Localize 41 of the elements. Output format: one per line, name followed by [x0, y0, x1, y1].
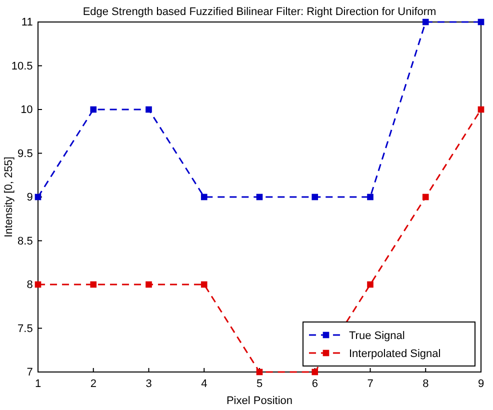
x-tick-label: 9 [478, 378, 484, 390]
x-tick-label: 2 [90, 378, 96, 390]
y-tick-label: 8 [26, 279, 33, 292]
y-axis-title: Intensity [0, 255] [3, 156, 15, 238]
y-tick-label: 10.5 [11, 60, 33, 72]
point [146, 281, 152, 288]
y-tick-label: 10 [20, 104, 33, 116]
point [200, 281, 208, 288]
point [146, 106, 152, 113]
x-tick-label: 8 [422, 378, 429, 390]
point [312, 368, 318, 376]
x-tick-label: 7 [367, 378, 374, 390]
point [200, 194, 208, 200]
legend-label: True Signal [349, 330, 405, 342]
point [34, 281, 42, 288]
point [367, 281, 374, 288]
point [90, 106, 97, 113]
x-tick-label: 6 [312, 378, 318, 390]
legend-label: Interpolated Signal [349, 348, 441, 360]
y-tick-label: 11 [21, 16, 33, 29]
y-tick-label: 9 [26, 192, 33, 204]
x-axis-title: Pixel Position [226, 395, 293, 407]
x-tick-label: 1 [34, 378, 42, 390]
y-tick-label: 9.5 [18, 148, 33, 160]
point [256, 368, 263, 376]
point [367, 194, 374, 200]
y-tick-label: 7.5 [18, 322, 33, 335]
x-tick-label: 5 [256, 378, 263, 390]
point [34, 194, 42, 200]
point [256, 194, 263, 200]
point [90, 281, 97, 288]
point [478, 106, 484, 113]
x-tick-label: 4 [201, 378, 208, 390]
x-tick-label: 3 [146, 378, 152, 390]
y-tick-label: 7 [26, 366, 33, 379]
point [312, 194, 318, 200]
chart-title: Edge Strength based Fuzzified Bilinear Filter: Right Direction for Uniform [82, 6, 436, 18]
y-tick-label: 8.5 [18, 235, 33, 248]
point [422, 194, 429, 200]
point [422, 18, 429, 26]
point [478, 18, 484, 26]
